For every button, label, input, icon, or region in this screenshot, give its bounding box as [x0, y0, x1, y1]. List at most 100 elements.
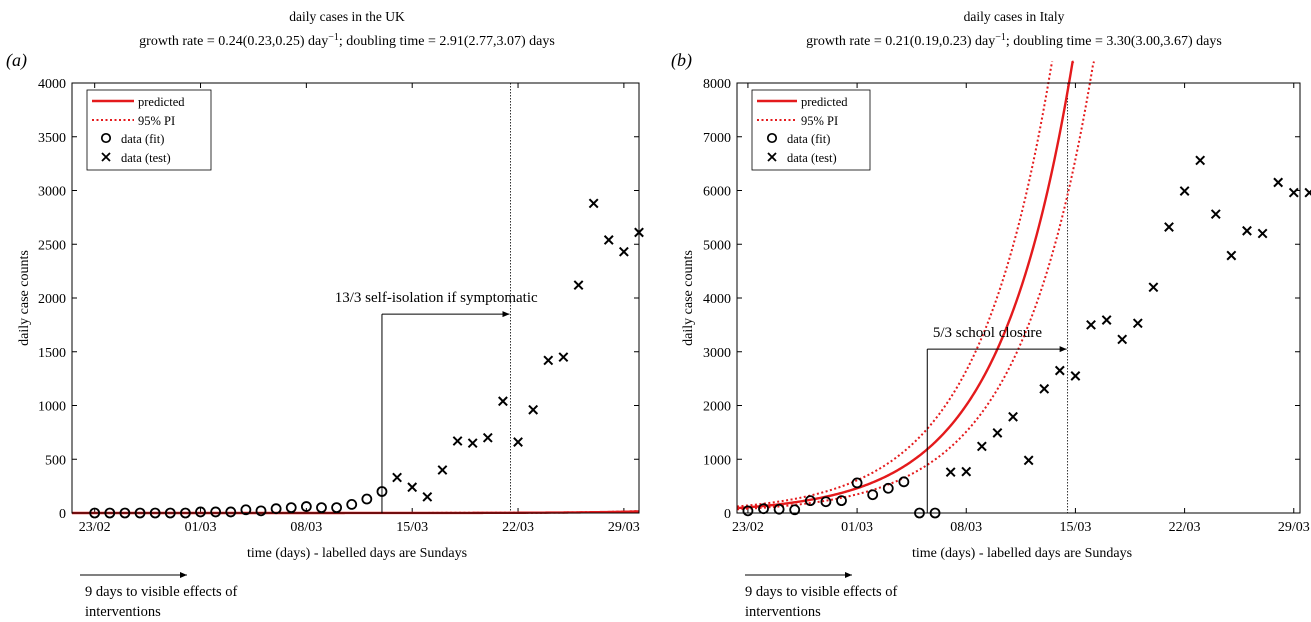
- data-point-test: [1242, 225, 1252, 236]
- x-axis-label: time (days) - labelled days are Sundays: [912, 546, 1132, 561]
- legend-pi-label: 95% PI: [138, 114, 175, 128]
- y-tick-label: 1000: [703, 453, 731, 468]
- x-tick-label: 29/03: [608, 520, 640, 535]
- intervention-annotation: 5/3 school closure: [926, 325, 1067, 513]
- panel-uk: daily cases in the UK growth rate = 0.24…: [6, 9, 644, 620]
- data-point-test: [482, 432, 493, 443]
- data-point-fit: [346, 498, 358, 510]
- y-tick-label: 5000: [703, 238, 731, 253]
- data-point-test: [1117, 334, 1128, 345]
- data-point-test: [1039, 383, 1050, 394]
- data-point-test: [573, 280, 584, 291]
- data-point-test: [1023, 455, 1034, 466]
- data-point-test: [603, 235, 614, 245]
- delay-note-line-2: interventions: [85, 604, 161, 620]
- data-point-test: [588, 198, 599, 209]
- data-point-test: [1101, 315, 1112, 325]
- x-tick-label: 29/03: [1278, 520, 1310, 535]
- legend-predicted-label: predicted: [138, 95, 185, 109]
- y-tick-label: 0: [724, 507, 731, 522]
- data-point-test: [1070, 371, 1081, 381]
- data-point-test: [392, 472, 402, 483]
- y-tick-label: 4000: [703, 292, 731, 307]
- data-point-test: [961, 466, 972, 477]
- y-tick-label: 500: [45, 453, 66, 468]
- legend-test-label: data (test): [121, 151, 171, 165]
- data-points: [89, 198, 644, 519]
- data-point-test: [618, 246, 629, 257]
- y-tick-label: 3000: [703, 346, 731, 361]
- y-tick-label: 1500: [38, 346, 66, 361]
- data-point-test: [407, 482, 418, 493]
- data-point-test: [528, 404, 539, 415]
- y-tick-label: 0: [59, 507, 66, 522]
- data-point-test: [1288, 187, 1299, 198]
- annotation-label: 13/3 self-isolation if symptomatic: [335, 290, 538, 306]
- legend-test-label: data (test): [787, 151, 837, 165]
- plot-elements: 0 500 1000 1500 2000 2500 3000 3500 4000 23/02 01/…: [38, 77, 640, 535]
- x-tick-label: 01/03: [841, 520, 873, 535]
- data-point-fit: [836, 495, 847, 507]
- legend-fit-label: data (fit): [787, 132, 830, 146]
- data-point-test: [1195, 155, 1206, 166]
- y-tick-label: 1000: [38, 400, 66, 415]
- y-tick-label: 2500: [38, 238, 66, 253]
- data-point-test: [467, 438, 478, 449]
- data-point-fit: [361, 493, 373, 505]
- data-point-test: [1210, 209, 1221, 220]
- data-point-test: [1273, 177, 1284, 188]
- x-axis-label: time (days) - labelled days are Sundays: [247, 546, 467, 561]
- data-point-test: [1226, 250, 1237, 261]
- intervention-annotation: 13/3 self-isolation if symptomatic: [335, 290, 538, 513]
- data-point-fit: [882, 482, 894, 494]
- chart-title: daily cases in Italy: [964, 9, 1065, 24]
- data-point-test: [437, 465, 448, 475]
- x-tick-label: 01/03: [185, 520, 217, 535]
- legend-predicted-label: predicted: [801, 95, 848, 109]
- plot-elements: 0 1000 2000 3000 4000 5000 6000 7000 8000 23/02 01…: [703, 77, 1310, 535]
- x-tick-label: 15/03: [396, 520, 428, 535]
- data-point-fit: [773, 503, 785, 515]
- x-tick-label: 23/02: [732, 520, 764, 535]
- data-point-fit: [210, 506, 222, 518]
- predicted-curve: [736, 60, 1075, 510]
- data-point-fit: [742, 505, 754, 517]
- plot-frame: [71, 82, 640, 514]
- y-tick-label: 7000: [703, 131, 731, 146]
- data-point-fit: [316, 502, 327, 514]
- delay-note-line-1: 9 days to visible effects of: [745, 584, 898, 600]
- data-point-fit: [851, 477, 863, 489]
- data-point-test: [1304, 187, 1311, 198]
- data-point-test: [945, 467, 956, 478]
- data-point-test: [452, 436, 463, 446]
- y-axis-label: daily case counts: [681, 250, 696, 346]
- data-point-test: [992, 428, 1003, 438]
- annotation-label: 5/3 school closure: [933, 325, 1042, 341]
- y-axis-label: daily case counts: [17, 250, 32, 346]
- data-point-fit: [789, 504, 801, 516]
- plot-frame: [736, 82, 1301, 514]
- legend-test-marker: [101, 152, 111, 162]
- y-tick-label: 2000: [703, 400, 731, 415]
- data-point-fit: [255, 505, 267, 517]
- panel-label: (a): [6, 50, 27, 71]
- data-point-fit: [804, 495, 816, 507]
- y-tick-label: 4000: [38, 77, 66, 92]
- data-point-test: [1086, 319, 1096, 330]
- data-point-test: [1164, 222, 1174, 232]
- x-tick-label: 08/03: [950, 520, 982, 535]
- data-point-fit: [820, 496, 832, 508]
- data-point-test: [976, 441, 987, 452]
- data-point-fit: [195, 506, 206, 518]
- legend-fit-marker: [100, 132, 112, 144]
- data-point-test: [558, 352, 569, 363]
- data-point-test: [543, 355, 554, 366]
- data-point-fit: [331, 502, 343, 514]
- chart-title: daily cases in the UK: [289, 9, 405, 24]
- data-point-test: [1054, 365, 1065, 376]
- panel-italy: daily cases in Italy growth rate = 0.21(…: [671, 9, 1311, 620]
- pi-upper-curve: [736, 61, 1054, 508]
- y-tick-label: 3000: [38, 185, 66, 200]
- y-tick-label: 6000: [703, 185, 731, 200]
